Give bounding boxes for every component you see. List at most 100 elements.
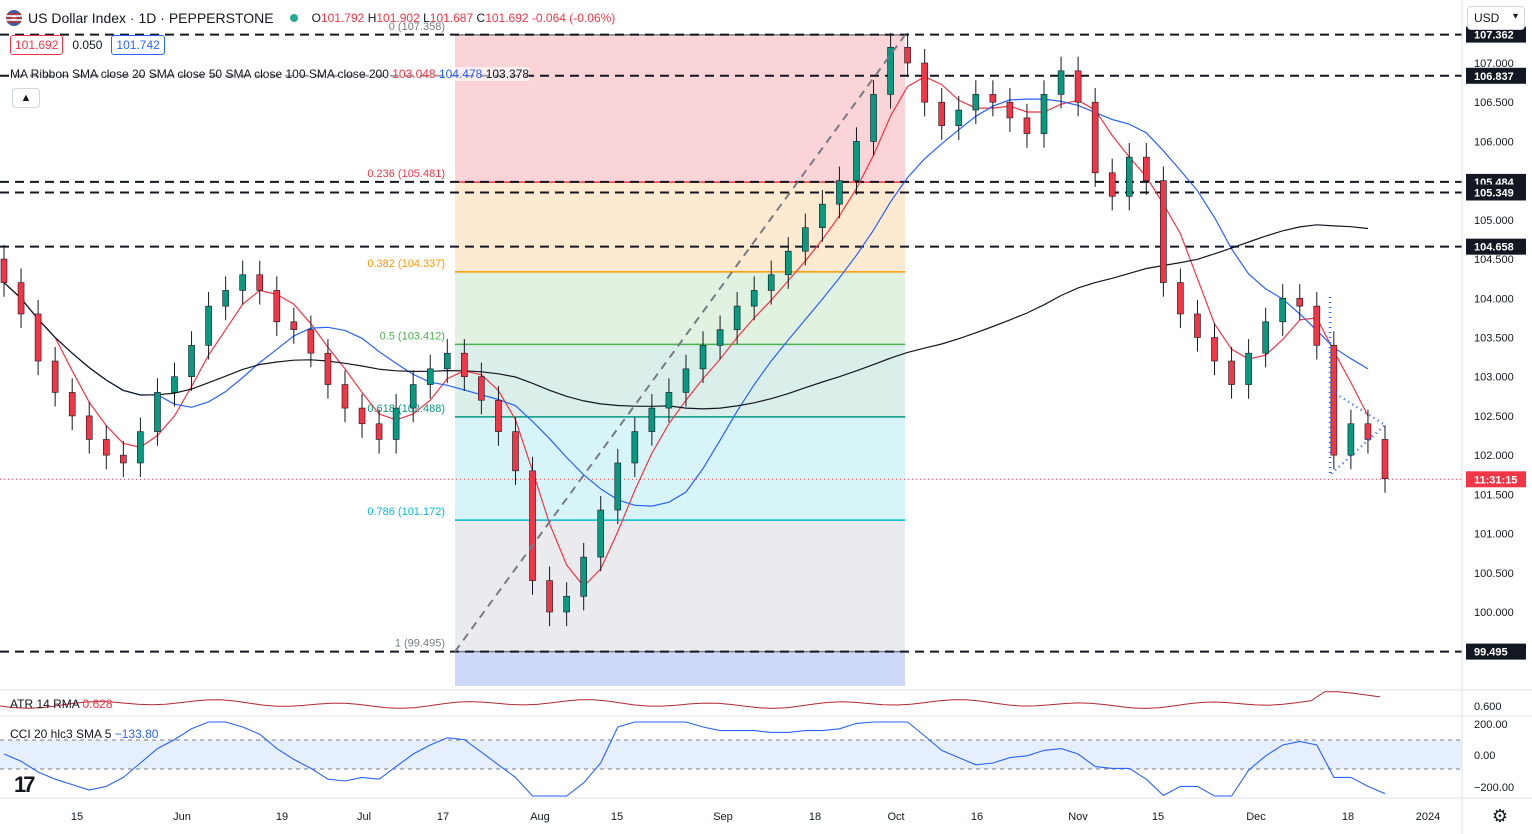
pennant-pattern [1328,297,1388,478]
time-tick: Nov [1068,811,1088,823]
ma-ribbon-legend[interactable]: MA Ribbon SMA close 20 SMA close 50 SMA … [10,67,530,81]
fib-level-label: 1 (99.495) [395,638,445,650]
fib-trend-line [454,34,906,653]
time-tick: 19 [276,811,288,823]
candle-body [1143,156,1150,181]
candle-body [1381,439,1389,479]
candle-body [205,305,212,346]
sell-button[interactable]: 101.692 [10,35,64,55]
candle-body [767,274,775,291]
change-value: -0.064 (-0.06%) [531,11,616,25]
us-flag-icon [6,10,22,26]
candle-body [1364,423,1372,440]
candle-body [426,368,434,385]
time-axis[interactable]: 15 Jun 19 Jul 17 Aug 15 Sep 18 Oct 16 Nov 15 Dec 18 202… [71,811,1440,823]
candle-body [870,94,877,142]
candle-body [1160,180,1167,283]
atr-tick: 0.600 [1474,701,1502,713]
candle-body [358,407,366,425]
cci-tick: 200.00 [1474,719,1508,731]
candle-body [1347,423,1355,456]
candle-body [750,290,758,307]
candle-body [307,329,315,354]
candle-body [1211,337,1218,362]
price-axis[interactable]: 107.000 106.500 106.000 105.000 104.500 104.0… [1461,0,1526,834]
candle-body [1125,156,1133,197]
candle-body [1040,94,1048,134]
price-tag-bg [1466,238,1526,255]
candle-body [341,384,349,409]
fib-level-label: 0.236 (105.481) [367,168,445,180]
candle-body [1296,297,1304,307]
candle-body [154,392,161,432]
candle-body [1057,70,1065,95]
fib-zone [455,271,905,345]
time-tick: Oct [887,811,904,823]
candle-body [478,376,485,401]
collapse-legend-button[interactable]: ▲ [12,88,40,108]
sma50-value: 104.478 [438,67,483,81]
atr-line [0,691,1381,709]
candle-body [1245,352,1252,385]
cci-tick: −200.00 [1474,782,1514,794]
gear-icon[interactable]: ⚙ [1491,806,1509,826]
candle-body [614,462,622,511]
candle-body [904,47,911,64]
price-tick: 102.000 [1474,450,1514,462]
price-tick: 100.500 [1474,568,1514,580]
cci-value: −133.80 [114,727,159,741]
candle-body [1108,172,1116,197]
candle-body [733,305,741,330]
price-tick: 103.500 [1474,333,1514,345]
time-tick: Jul [357,811,371,823]
candle-body [0,258,8,283]
candle-body [239,274,246,291]
fib-zone [455,34,905,183]
candle-body [1194,313,1201,338]
countdown-label: 11:31:15 [1474,474,1517,486]
candle-body [1023,117,1031,134]
time-tick: 15 [71,811,83,823]
candle-body [324,352,332,385]
candle-body [375,423,383,440]
price-tick: 101.500 [1474,489,1514,501]
candle-body [290,321,298,330]
candle-body [512,431,519,472]
atr-legend[interactable]: ATR 14 RMA 0.628 [10,697,113,711]
currency-select[interactable]: USD ▾ [1467,6,1525,30]
candle-body [102,439,110,456]
fib-level-label: 0.618 (102.488) [367,403,445,415]
price-tick: 106.500 [1474,97,1514,109]
candle-body [273,290,281,323]
fib-zone [455,344,905,417]
symbol-header: US Dollar Index · 1D · PEPPERSTONE O101.… [6,8,615,28]
candle-body [392,407,400,440]
fib-level-label: 0.786 (101.172) [367,506,445,518]
price-tag-label: 107.362 [1474,30,1514,42]
candle-body [1330,345,1338,456]
candle-body [461,352,468,378]
chevron-up-icon: ▲ [20,92,32,104]
candle-body [1091,101,1099,174]
price-tick: 104.000 [1474,293,1514,305]
candle-body [836,180,843,205]
time-tick: 16 [971,811,983,823]
spread-value: 0.050 [72,38,103,52]
candle-body [853,141,860,181]
candle-body [1279,297,1287,323]
price-tick: 103.000 [1474,372,1514,384]
buy-button[interactable]: 101.742 [111,35,165,55]
atr-label: ATR 14 RMA [10,697,80,711]
symbol-title[interactable]: US Dollar Index · 1D · PEPPERSTONE [28,10,274,26]
time-tick: 18 [1342,811,1354,823]
candle-body [802,227,809,252]
candle-body [256,274,264,291]
candle-body [17,282,25,315]
candle-body [665,392,673,409]
cci-legend[interactable]: CCI 20 hlc3 SMA 5 −133.80 [10,727,158,741]
market-open-icon [289,14,298,22]
fib-zone [455,182,905,272]
candle-body [631,431,639,464]
tradingview-logo-icon[interactable]: 17 [14,772,36,797]
